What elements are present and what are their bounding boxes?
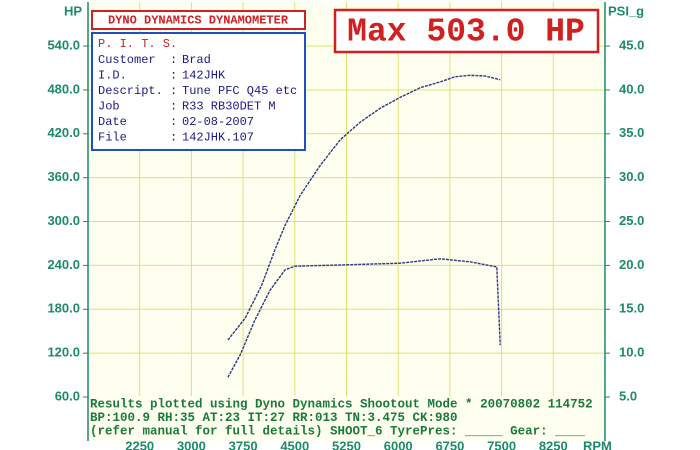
y-tick-label: 240.0 [47,257,80,272]
info-label: Descript. [98,84,163,98]
info-sep: : [170,115,177,129]
info-value: 142JHK.107 [182,131,254,145]
x-tick-label: 5250 [332,438,361,450]
info-sep: : [170,69,177,83]
x-tick-label: 6000 [384,438,413,450]
y-tick-label: 360.0 [47,169,80,184]
header-box [91,10,306,30]
grid [88,2,605,441]
x-axis-label: RPM [583,438,612,450]
y2-tick-label: 5.0 [619,388,637,403]
headline: Max 503.0 HP [347,14,585,51]
y2-tick-label: 10.0 [619,345,644,360]
footer: Results plotted using Dyno Dynamics Shoo… [90,397,593,438]
y-tick-label: 120.0 [47,345,80,360]
y2-tick-label: 15.0 [619,301,644,316]
x-tick-label: 3000 [177,438,206,450]
x-tick-label: 2250 [125,438,154,450]
info-value: 142JHK [182,69,226,83]
info-value: 02-08-2007 [182,115,254,129]
y2-tick-label: 25.0 [619,213,644,228]
y2-tick-label: 20.0 [619,257,644,272]
info-label: Date [98,115,127,129]
header: DYNO DYNAMICS DYNAMOMETER [108,14,289,28]
y2-tick-label: 35.0 [619,125,644,140]
info-box [91,32,306,151]
curve [227,74,501,341]
footer-line: Results plotted using Dyno Dynamics Shoo… [90,397,593,411]
y-tick-label: 540.0 [47,38,80,53]
x-tick-label: 4500 [280,438,309,450]
curve [227,258,501,378]
y2-axis-label: PSI_g [608,3,644,18]
footer-line: (refer manual for full details) SHOOT_6 … [90,424,586,438]
x-tick-label: 8250 [539,438,568,450]
info-label: I.D. [98,69,127,83]
info-value: R33 RB30DET M [182,100,276,114]
y-axis-label: HP [64,3,82,18]
x-tick-label: 3750 [229,438,258,450]
info-sep: : [170,131,177,145]
info-sep: : [170,84,177,98]
info-label: Customer [98,53,156,67]
x-tick-label: 6750 [435,438,464,450]
curves [227,74,501,378]
y-tick-label: 420.0 [47,125,80,140]
info-sep: : [170,100,177,114]
info-value: Brad [182,53,211,67]
y-tick-label: 180.0 [47,301,80,316]
info-label: File [98,131,127,145]
y2-tick-label: 30.0 [619,169,644,184]
y-tick-label: 60.0 [55,388,80,403]
footer-line: BP:100.9 RH:35 AT:23 IT:27 RR:013 TN:3.4… [90,411,458,425]
headline-box [333,8,600,54]
info-title: P. I. T. S. [98,37,177,51]
x-tick-label: 7500 [487,438,516,450]
footer-box [89,396,604,440]
info-sep: : [170,53,177,67]
info-label: Job [98,100,120,114]
y-tick-label: 300.0 [47,213,80,228]
y2-tick-label: 40.0 [619,81,644,96]
y2-tick-label: 45.0 [619,38,644,53]
y-tick-label: 480.0 [47,81,80,96]
info-value: Tune PFC Q45 etc [182,84,297,98]
